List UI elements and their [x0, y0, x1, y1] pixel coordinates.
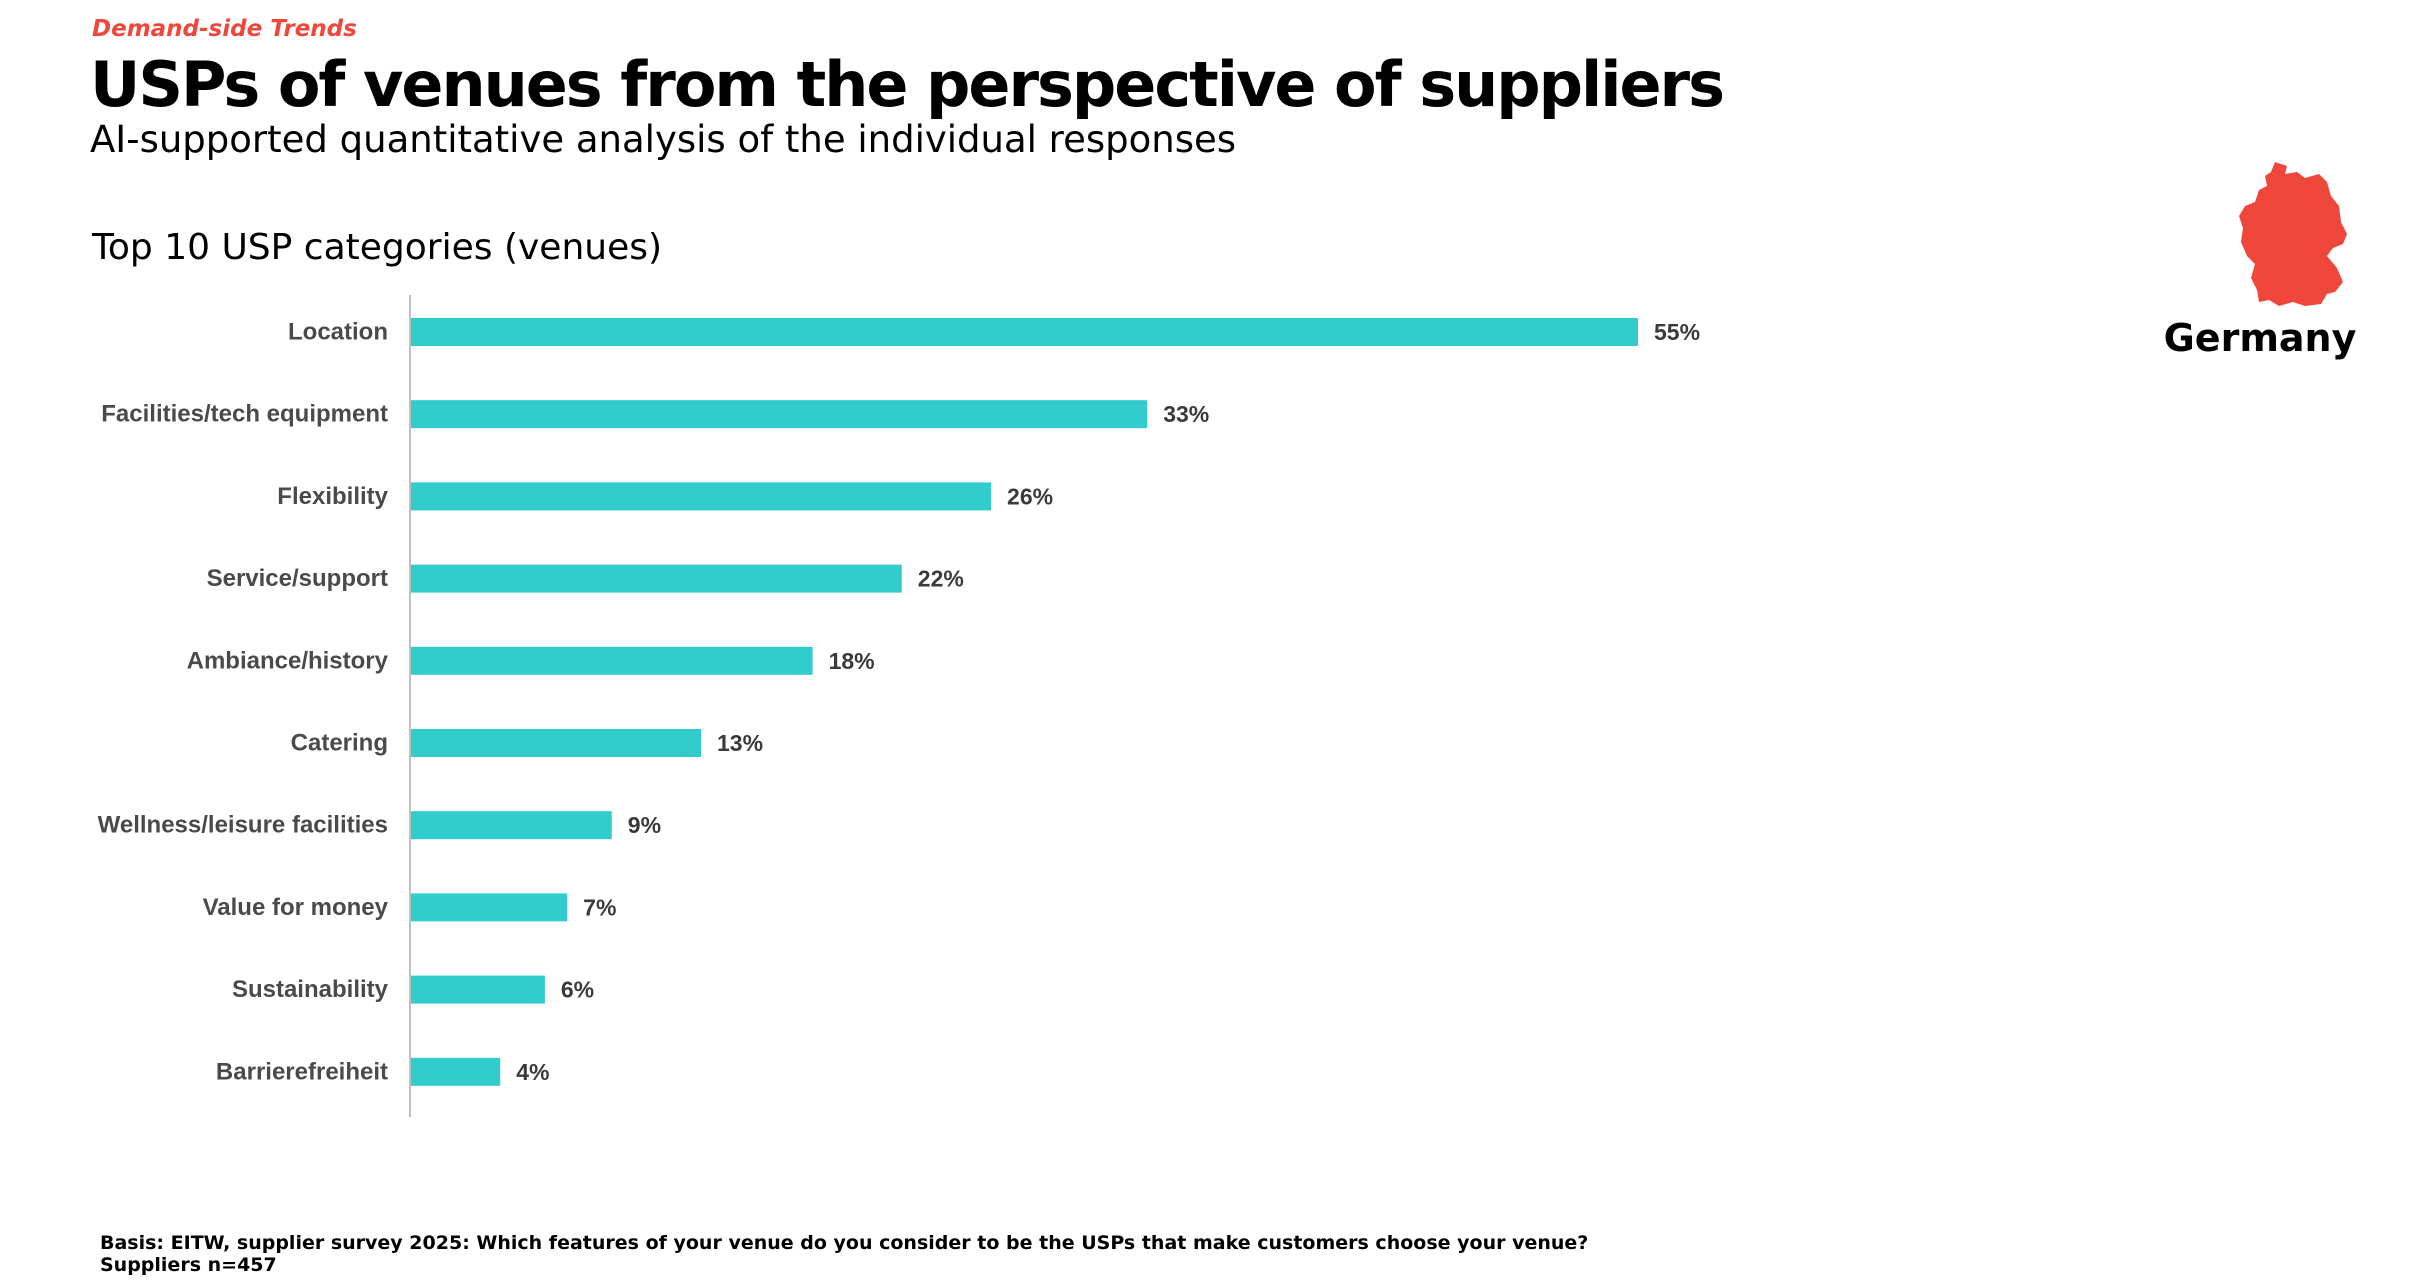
germany-map-icon	[2239, 162, 2347, 306]
category-label: Value for money	[203, 894, 389, 921]
section-kicker: Demand-side Trends	[92, 16, 357, 42]
data-label: 55%	[1654, 319, 1700, 345]
data-label: 6%	[561, 977, 594, 1003]
category-label: Catering	[291, 730, 388, 757]
bar	[411, 482, 992, 511]
footnote-sample-size: Suppliers n=457	[100, 1254, 277, 1276]
category-label: Flexibility	[277, 483, 388, 510]
chart-title: Top 10 USP categories (venues)	[92, 227, 663, 268]
data-label: 4%	[516, 1059, 549, 1085]
category-label: Ambiance/history	[187, 647, 389, 674]
bar	[411, 318, 1638, 346]
category-label: Service/support	[207, 565, 388, 592]
bar	[411, 811, 612, 840]
country-label: Germany	[2163, 316, 2357, 360]
data-label: 13%	[717, 730, 763, 756]
category-label: Location	[288, 319, 388, 346]
bar	[411, 564, 902, 593]
page-subtitle: AI-supported quantitative analysis of th…	[90, 118, 1237, 161]
category-label: Wellness/leisure facilities	[98, 812, 388, 839]
bar	[411, 646, 813, 675]
footnote: Basis: EITW, supplier survey 2025: Which…	[100, 1232, 1588, 1276]
data-label: 33%	[1163, 401, 1209, 427]
category-label: Facilities/tech equipment	[101, 401, 388, 428]
country-badge: Germany	[2150, 158, 2370, 378]
data-label: 9%	[628, 812, 661, 838]
category-label: Sustainability	[232, 976, 389, 1003]
data-label: 7%	[583, 894, 616, 920]
data-label: 26%	[1007, 483, 1053, 509]
footnote-basis: Basis: EITW, supplier survey 2025: Which…	[100, 1232, 1589, 1254]
bar	[411, 1057, 501, 1086]
bar	[411, 893, 568, 922]
bar	[411, 975, 545, 1004]
bar	[411, 400, 1148, 429]
category-label: Barrierefreiheit	[216, 1058, 388, 1085]
page-title: USPs of venues from the perspective of s…	[90, 48, 1725, 121]
data-label: 18%	[829, 648, 875, 674]
bar	[411, 729, 702, 757]
data-label: 22%	[918, 566, 964, 592]
